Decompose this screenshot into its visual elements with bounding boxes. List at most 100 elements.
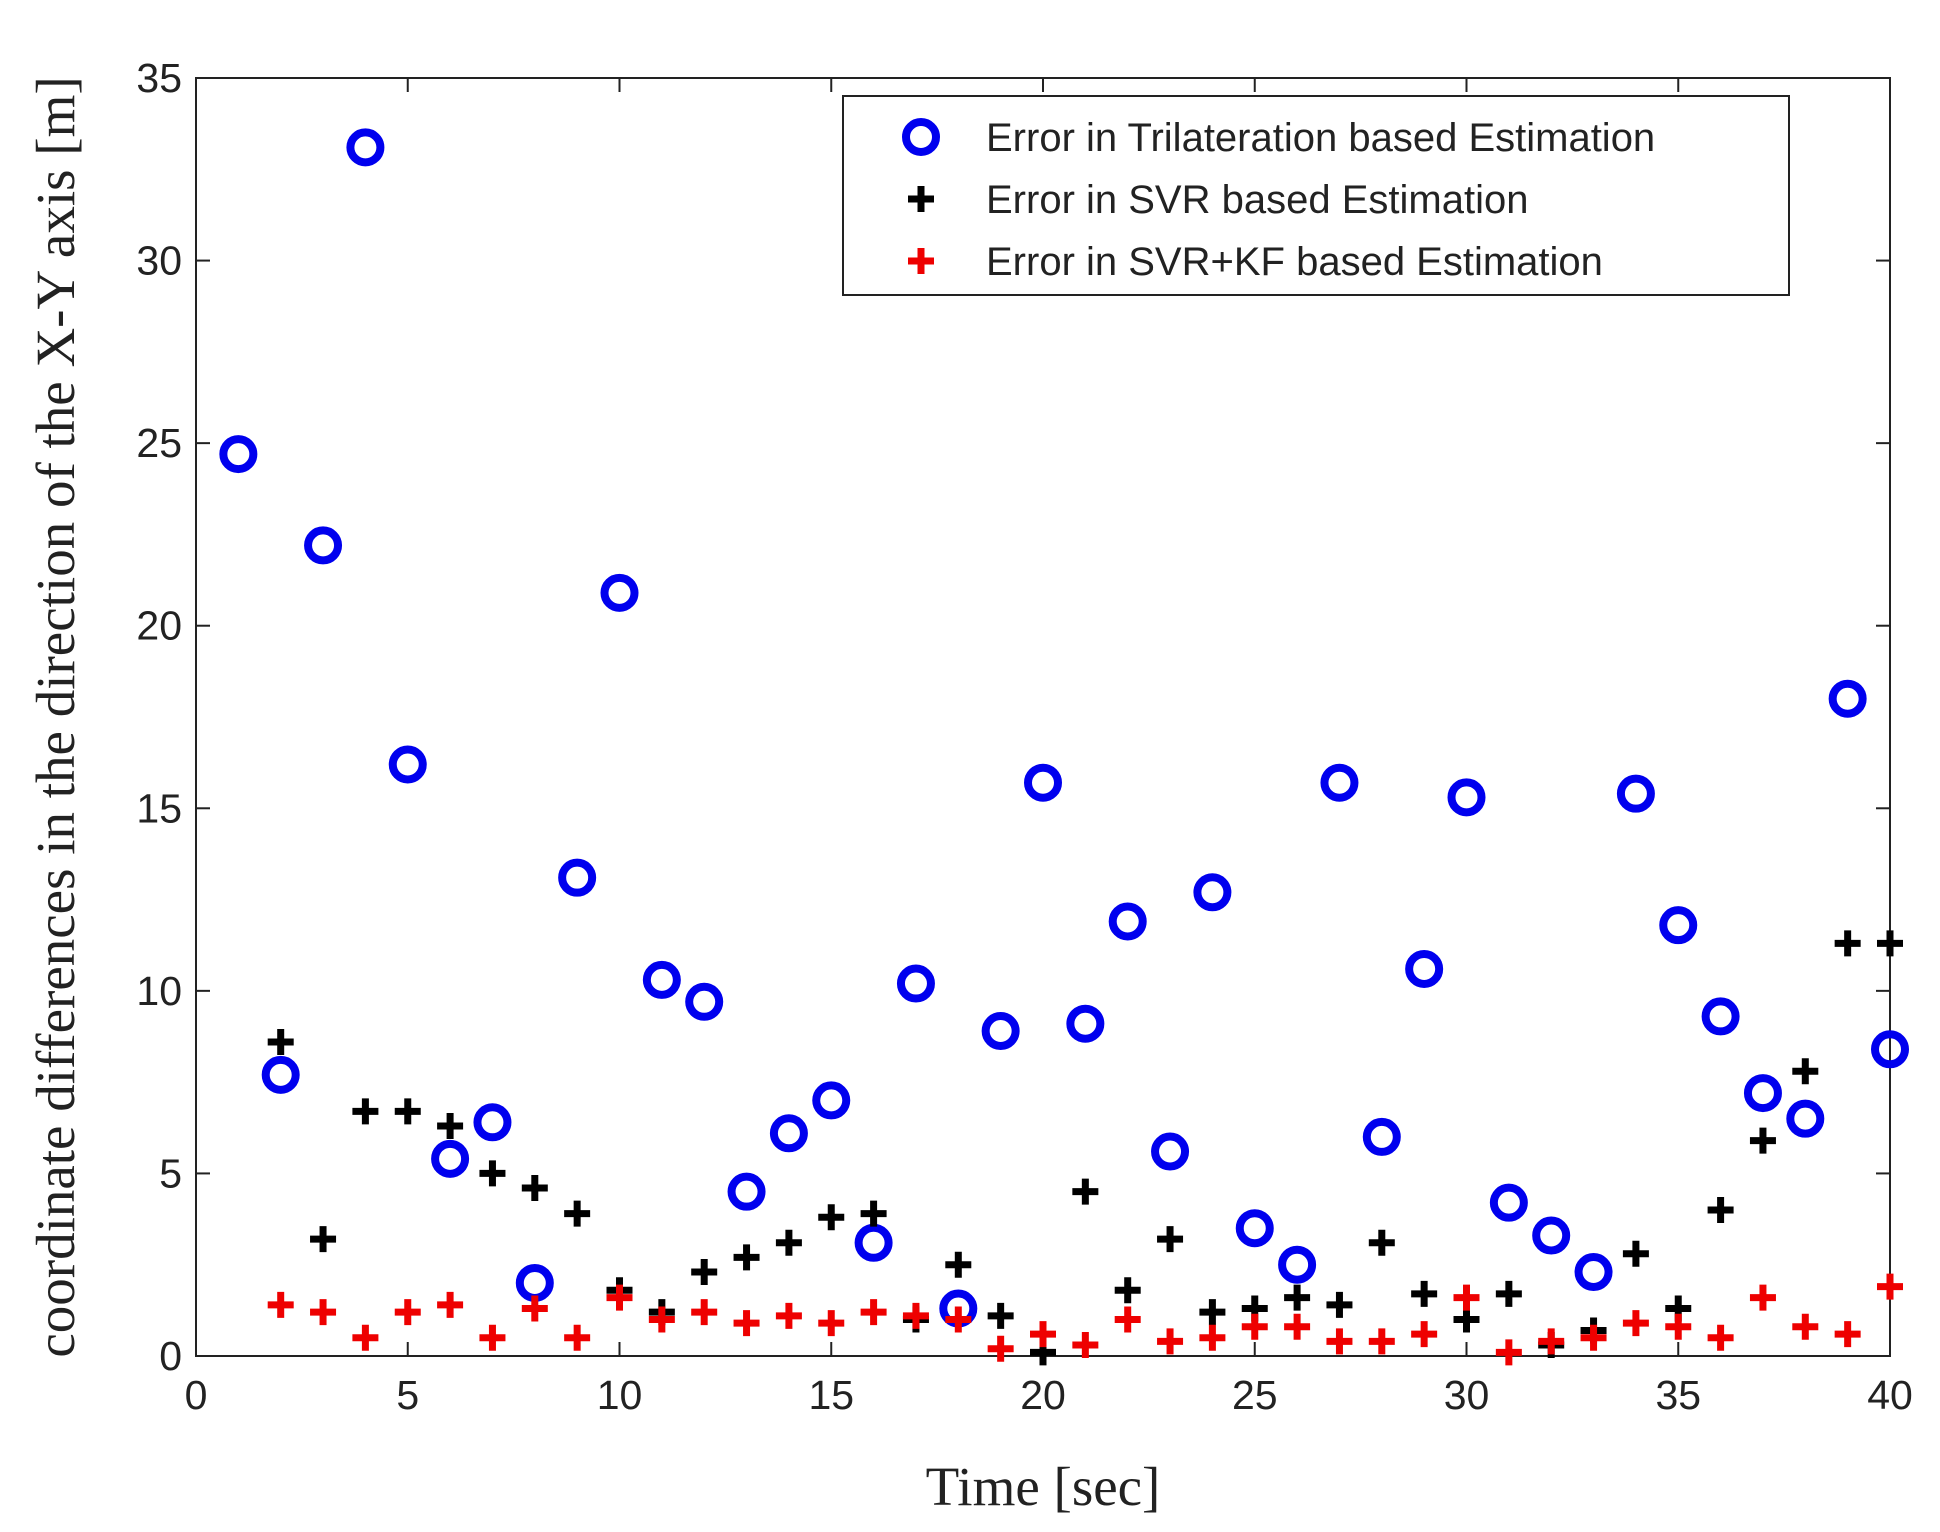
- y-tick-label: 5: [159, 1150, 182, 1196]
- data-point-plus: [860, 1299, 887, 1326]
- data-point-circle: [473, 1103, 512, 1142]
- data-point-plus: [1157, 1226, 1184, 1253]
- data-point-circle: [1532, 1216, 1571, 1255]
- data-point-circle: [1066, 1004, 1105, 1043]
- data-point-plus: [394, 1098, 421, 1125]
- data-point-plus: [1495, 1339, 1522, 1366]
- x-tick-label: 5: [396, 1372, 419, 1418]
- data-point-circle: [1489, 1183, 1528, 1222]
- data-point-plus: [437, 1291, 464, 1318]
- data-point-plus: [1157, 1328, 1184, 1355]
- data-point-plus: [1411, 1321, 1438, 1348]
- x-tick-label: 10: [597, 1372, 643, 1418]
- legend-label-svr: Error in SVR based Estimation: [986, 178, 1528, 222]
- data-point-plus: [860, 1200, 887, 1227]
- data-point-plus: [479, 1160, 506, 1187]
- data-point-circle: [558, 858, 597, 897]
- data-point-plus: [1877, 930, 1903, 957]
- data-point-plus: [1199, 1324, 1226, 1351]
- data-point-plus: [1453, 1284, 1480, 1311]
- x-axis-label: Time [sec]: [926, 1456, 1161, 1517]
- data-point-circle: [1024, 763, 1062, 802]
- data-point-plus: [1707, 1196, 1734, 1223]
- data-point-circle: [685, 982, 724, 1021]
- data-point-circle: [1659, 906, 1698, 945]
- data-point-circle: [1278, 1245, 1317, 1284]
- data-point-plus: [394, 1299, 421, 1326]
- data-point-plus: [1030, 1321, 1056, 1348]
- data-point-circle: [1405, 949, 1444, 988]
- data-point-plus: [521, 1175, 548, 1202]
- data-point-plus: [1368, 1229, 1395, 1256]
- data-point-plus: [818, 1310, 845, 1337]
- data-point-circle: [1193, 873, 1232, 912]
- x-tick-label: 20: [1020, 1372, 1066, 1418]
- legend-marker-black-plus: [908, 186, 934, 212]
- data-point-plus: [987, 1302, 1014, 1329]
- y-tick-label: 25: [136, 420, 182, 466]
- y-tick-label: 10: [136, 968, 182, 1014]
- data-point-circle: [896, 964, 935, 1003]
- data-point-plus: [1453, 1306, 1480, 1333]
- data-point-plus: [606, 1284, 633, 1311]
- data-point-plus: [1538, 1328, 1565, 1355]
- data-point-plus: [352, 1324, 379, 1351]
- data-point-circle: [1743, 1074, 1782, 1113]
- data-point-plus: [775, 1229, 802, 1256]
- data-point-plus: [945, 1306, 972, 1333]
- x-tick-label: 0: [185, 1372, 208, 1418]
- data-point-plus: [1622, 1310, 1649, 1337]
- data-point-circle: [1108, 902, 1147, 941]
- data-point-circle: [981, 1012, 1020, 1051]
- data-point-plus: [1411, 1280, 1438, 1307]
- data-point-plus: [987, 1335, 1014, 1362]
- legend-label-svr-kf: Error in SVR+KF based Estimation: [986, 240, 1603, 284]
- data-point-circle: [854, 1223, 893, 1262]
- data-point-circle: [1871, 1030, 1909, 1069]
- data-point-plus: [1749, 1284, 1776, 1311]
- data-point-plus: [1326, 1291, 1353, 1318]
- data-point-circle: [346, 128, 385, 167]
- data-point-plus: [1114, 1306, 1141, 1333]
- data-point-plus: [479, 1324, 506, 1351]
- data-point-plus: [1284, 1313, 1311, 1340]
- data-point-plus: [1834, 1321, 1861, 1348]
- data-point-plus: [310, 1299, 337, 1326]
- data-point-circle: [1447, 778, 1486, 817]
- data-point-plus: [521, 1295, 548, 1322]
- series-0: [219, 128, 1909, 1328]
- x-tick-label: 25: [1232, 1372, 1278, 1418]
- data-point-plus: [691, 1259, 718, 1286]
- x-tick-label: 40: [1867, 1372, 1913, 1418]
- data-point-plus: [1707, 1324, 1734, 1351]
- legend: Error in Trilateration based Estimation …: [842, 95, 1790, 296]
- data-point-circle: [1362, 1117, 1401, 1156]
- data-point-plus: [1072, 1178, 1099, 1205]
- legend-plus-mark: [908, 186, 934, 212]
- data-point-circle: [1701, 997, 1740, 1036]
- y-tick-label: 30: [136, 238, 182, 284]
- data-point-circle: [727, 1172, 766, 1211]
- data-point-plus: [1665, 1313, 1692, 1340]
- y-tick-label: 35: [136, 55, 182, 101]
- data-point-circle: [1828, 679, 1867, 718]
- data-point-plus: [1495, 1280, 1522, 1307]
- data-point-circle: [769, 1114, 808, 1153]
- data-point-circle: [431, 1139, 470, 1178]
- axis-tick-labels: 0 5 10 15 20 25 30 35 40 0 5 10 15 20 25 30 35: [136, 55, 1912, 1418]
- data-point-circle: [388, 745, 427, 784]
- legend-box: [842, 95, 1790, 296]
- y-tick-label: 20: [136, 603, 182, 649]
- data-point-plus: [1622, 1240, 1649, 1267]
- data-point-circle: [1320, 763, 1359, 802]
- data-point-circle: [261, 1055, 300, 1094]
- x-tick-label: 15: [808, 1372, 854, 1418]
- data-point-plus: [648, 1306, 675, 1333]
- data-point-circle: [600, 573, 639, 612]
- data-point-plus: [1368, 1328, 1395, 1355]
- data-point-plus: [267, 1028, 294, 1055]
- data-point-plus: [902, 1302, 929, 1329]
- data-point-plus: [1792, 1058, 1819, 1085]
- data-point-plus: [310, 1226, 337, 1253]
- legend-circle-mark: [902, 118, 940, 156]
